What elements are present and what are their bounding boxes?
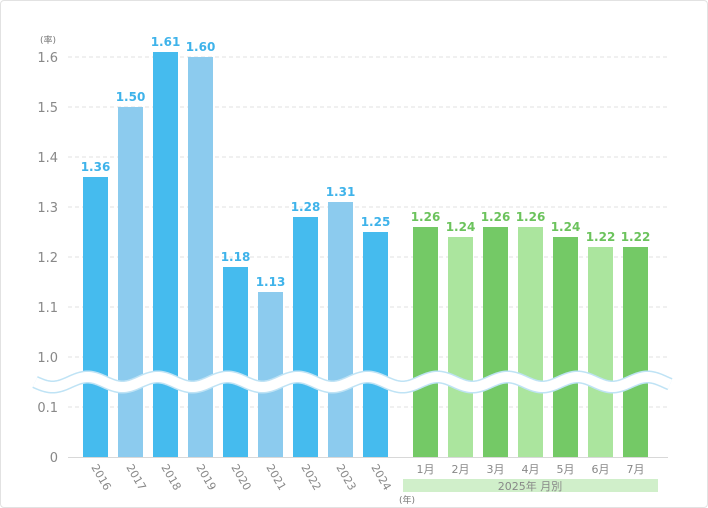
x-tick-label: 2024	[368, 462, 393, 493]
bar-2016	[83, 177, 108, 457]
y-tick-label: 0.1	[37, 401, 58, 416]
x-tick-label: 3月	[487, 463, 505, 476]
data-label: 1.28	[291, 200, 321, 214]
bar-2017	[118, 107, 143, 457]
x-unit-label: (年)	[399, 494, 415, 506]
y-tick-label: 0	[50, 451, 58, 466]
bar-2019	[188, 57, 213, 457]
bar-2024	[363, 232, 388, 457]
bar-3月	[483, 227, 508, 457]
x-tick-label: 7月	[627, 463, 645, 476]
bars	[83, 52, 648, 457]
data-label: 1.26	[516, 210, 546, 224]
y-tick-label: 1.5	[37, 101, 58, 116]
x-tick-label: 2019	[193, 462, 218, 493]
x-tick-label: 4月	[522, 463, 540, 476]
bar-2020	[223, 267, 248, 457]
bar-4月	[518, 227, 543, 457]
group-label: 2025年 月別	[498, 479, 563, 493]
x-tick-label: 6月	[592, 463, 610, 476]
y-tick-label: 1.0	[37, 351, 58, 366]
y-tick-label: 1.4	[37, 151, 58, 166]
y-unit-label: (率)	[40, 34, 56, 46]
x-tick-label: 2017	[123, 462, 148, 493]
bar-7月	[623, 247, 648, 457]
data-label: 1.22	[621, 230, 651, 244]
data-label: 1.36	[81, 160, 111, 174]
x-tick-label: 2021	[263, 462, 288, 493]
bar-6月	[588, 247, 613, 457]
data-label: 1.22	[586, 230, 616, 244]
axis-break-wave	[32, 370, 673, 394]
x-tick-label: 2016	[88, 462, 113, 493]
group-label-band	[403, 479, 658, 492]
data-label: 1.61	[151, 35, 181, 49]
bar-2023	[328, 202, 353, 457]
data-label: 1.13	[256, 275, 286, 289]
bar-5月	[553, 237, 578, 457]
wave-band	[32, 372, 672, 392]
x-tick-label: 2022	[298, 462, 323, 493]
x-tick-label: 2月	[452, 463, 470, 476]
data-label: 1.18	[221, 250, 251, 264]
y-tick-label: 1.6	[37, 51, 58, 66]
bar-2月	[448, 237, 473, 457]
labels: 0 0.1 1.0 1.1 1.2 1.3 1.4 1.5 1.6 1.36 2016 1.50 201…	[37, 35, 650, 493]
data-label: 1.25	[361, 215, 391, 229]
x-tick-label: 5月	[557, 463, 575, 476]
x-tick-label: 2020	[228, 462, 253, 493]
bar-2022	[293, 217, 318, 457]
bar-1月	[413, 227, 438, 457]
data-label: 1.24	[551, 220, 581, 234]
y-tick-label: 1.1	[37, 301, 58, 316]
data-label: 1.31	[326, 185, 356, 199]
bar-2018	[153, 52, 178, 457]
bar-2021	[258, 292, 283, 457]
data-label: 1.26	[411, 210, 441, 224]
x-tick-label: 2023	[333, 462, 358, 493]
x-tick-label: 2018	[158, 462, 183, 493]
data-label: 1.50	[116, 90, 146, 104]
x-tick-label: 1月	[417, 463, 435, 476]
data-label: 1.60	[186, 40, 216, 54]
y-tick-label: 1.2	[37, 251, 58, 266]
data-label: 1.26	[481, 210, 511, 224]
data-label: 1.24	[446, 220, 476, 234]
y-tick-label: 1.3	[37, 201, 58, 216]
